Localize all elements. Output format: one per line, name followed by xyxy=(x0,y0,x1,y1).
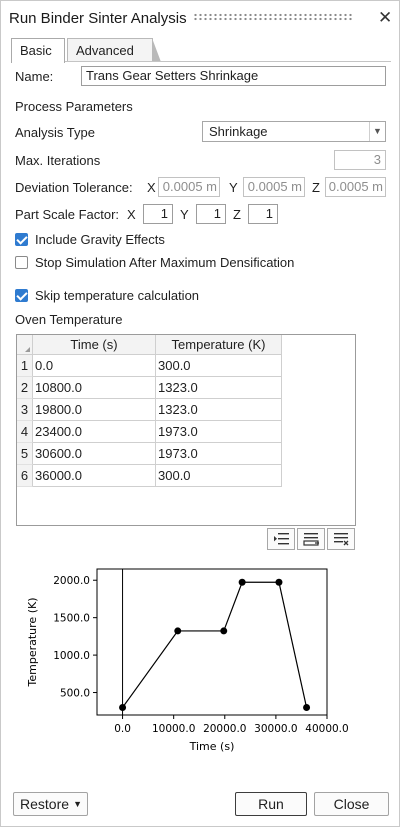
row-header[interactable]: 1 xyxy=(17,355,33,377)
scale-z-input[interactable]: 1 xyxy=(248,204,278,224)
chevron-down-icon: ▼ xyxy=(73,799,82,809)
title-bar[interactable]: Run Binder Sinter Analysis ✕ xyxy=(1,1,399,35)
temperature-cell[interactable]: 1323.0 xyxy=(156,399,282,421)
temperature-point xyxy=(275,578,283,586)
table-row[interactable]: 6 36000.0 300.0 xyxy=(17,465,282,487)
include-gravity-label: Include Gravity Effects xyxy=(35,232,165,247)
dialog-title: Run Binder Sinter Analysis xyxy=(9,10,187,27)
temperature-cell[interactable]: 300.0 xyxy=(156,355,282,377)
temperature-point xyxy=(119,704,127,712)
insert-row-button[interactable] xyxy=(267,528,295,550)
row-header[interactable]: 2 xyxy=(17,377,33,399)
stop-simulation-checkbox[interactable] xyxy=(15,256,28,269)
time-cell[interactable]: 0.0 xyxy=(33,355,156,377)
time-cell[interactable]: 10800.0 xyxy=(33,377,156,399)
tab-bar: Basic Advanced xyxy=(11,38,391,63)
tab-divider xyxy=(65,61,391,62)
time-cell[interactable]: 30600.0 xyxy=(33,443,156,465)
temperature-cell[interactable]: 1323.0 xyxy=(156,377,282,399)
table-row[interactable]: 5 30600.0 1973.0 xyxy=(17,443,282,465)
oven-temperature-table: Time (s) Temperature (K) 1 0.0 300.0 2 1… xyxy=(16,334,356,526)
temperature-cell[interactable]: 1973.0 xyxy=(156,443,282,465)
temperature-cell[interactable]: 300.0 xyxy=(156,465,282,487)
stop-simulation-label: Stop Simulation After Maximum Densificat… xyxy=(35,255,295,270)
analysis-type-select[interactable]: Shrinkage ▼ xyxy=(202,121,386,142)
name-input[interactable]: Trans Gear Setters Shrinkage xyxy=(81,66,386,86)
table-header: Time (s) Temperature (K) xyxy=(17,335,282,355)
scale-y-label: Y xyxy=(180,207,189,222)
scale-y-input[interactable]: 1 xyxy=(196,204,226,224)
include-gravity-checkbox[interactable] xyxy=(15,233,28,246)
temperature-point xyxy=(303,704,311,712)
table-row[interactable]: 1 0.0 300.0 xyxy=(17,355,282,377)
time-cell[interactable]: 19800.0 xyxy=(33,399,156,421)
skip-temperature-label: Skip temperature calculation xyxy=(35,288,200,303)
restore-button[interactable]: Restore ▼ xyxy=(13,792,88,816)
x-tick-label: 20000.0 xyxy=(203,723,246,735)
temperature-cell[interactable]: 1973.0 xyxy=(156,421,282,443)
deviation-z-label: Z xyxy=(312,180,320,195)
row-header[interactable]: 5 xyxy=(17,443,33,465)
process-parameters-heading: Process Parameters xyxy=(15,99,133,114)
name-label: Name: xyxy=(15,69,54,84)
delete-row-button[interactable] xyxy=(327,528,355,550)
max-iterations-input[interactable]: 3 xyxy=(334,150,386,170)
time-cell[interactable]: 36000.0 xyxy=(33,465,156,487)
temperature-point xyxy=(220,627,228,635)
deviation-y-input[interactable]: 0.0005 m xyxy=(243,177,305,197)
temperature-point xyxy=(174,627,182,635)
drag-grip[interactable] xyxy=(193,13,353,21)
insert-row-icon xyxy=(274,533,289,545)
table-row[interactable]: 2 10800.0 1323.0 xyxy=(17,377,282,399)
scale-x-input[interactable]: 1 xyxy=(143,204,173,224)
x-tick-label: 0.0 xyxy=(114,723,131,735)
scale-z-label: Z xyxy=(233,207,241,222)
y-tick-label: 2000.0 xyxy=(53,575,90,587)
row-header[interactable]: 3 xyxy=(17,399,33,421)
row-header[interactable]: 6 xyxy=(17,465,33,487)
y-tick-label: 1500.0 xyxy=(53,613,90,625)
run-button[interactable]: Run xyxy=(235,792,307,816)
scale-x-label: X xyxy=(127,207,136,222)
temperature-point xyxy=(238,578,246,586)
x-tick-label: 30000.0 xyxy=(254,723,297,735)
deviation-z-input[interactable]: 0.0005 m xyxy=(325,177,386,197)
deviation-x-label: X xyxy=(147,180,156,195)
max-iterations-label: Max. Iterations xyxy=(15,153,101,168)
delete-row-icon xyxy=(334,533,349,546)
y-axis-label: Temperature (K) xyxy=(26,598,39,688)
add-row-button[interactable] xyxy=(297,528,325,550)
temperature-series-line xyxy=(122,581,308,708)
deviation-x-input[interactable]: 0.0005 m xyxy=(158,177,220,197)
chevron-down-icon[interactable]: ▼ xyxy=(369,122,385,141)
temperature-chart: 0.0 10000.0 20000.0 30000.0 40000.0 500.0 1000… xyxy=(26,568,349,753)
tab-basic[interactable]: Basic xyxy=(11,38,65,63)
restore-label: Restore xyxy=(20,796,70,812)
add-row-icon xyxy=(303,533,319,546)
x-tick-label: 10000.0 xyxy=(152,723,195,735)
deviation-tolerance-label: Deviation Tolerance: xyxy=(15,180,133,195)
deviation-y-label: Y xyxy=(229,180,238,195)
table-row[interactable]: 4 23400.0 1973.0 xyxy=(17,421,282,443)
analysis-type-label: Analysis Type xyxy=(15,125,95,140)
time-cell[interactable]: 23400.0 xyxy=(33,421,156,443)
tab-advanced[interactable]: Advanced xyxy=(67,38,161,62)
close-button[interactable]: Close xyxy=(314,792,389,816)
y-tick-label: 1000.0 xyxy=(53,650,90,662)
y-tick-label: 500.0 xyxy=(60,688,90,700)
oven-temperature-heading: Oven Temperature xyxy=(15,312,123,327)
table-row[interactable]: 3 19800.0 1323.0 xyxy=(17,399,282,421)
x-tick-label: 40000.0 xyxy=(305,723,348,735)
skip-temperature-checkbox[interactable] xyxy=(15,289,28,302)
analysis-type-value: Shrinkage xyxy=(209,124,268,139)
part-scale-factor-label: Part Scale Factor: xyxy=(15,207,120,222)
column-header-time[interactable]: Time (s) xyxy=(33,335,156,355)
select-all-corner[interactable] xyxy=(17,335,33,355)
x-axis-label: Time (s) xyxy=(189,740,235,753)
column-header-temperature[interactable]: Temperature (K) xyxy=(156,335,282,355)
row-header[interactable]: 4 xyxy=(17,421,33,443)
close-icon[interactable]: ✕ xyxy=(378,8,393,27)
